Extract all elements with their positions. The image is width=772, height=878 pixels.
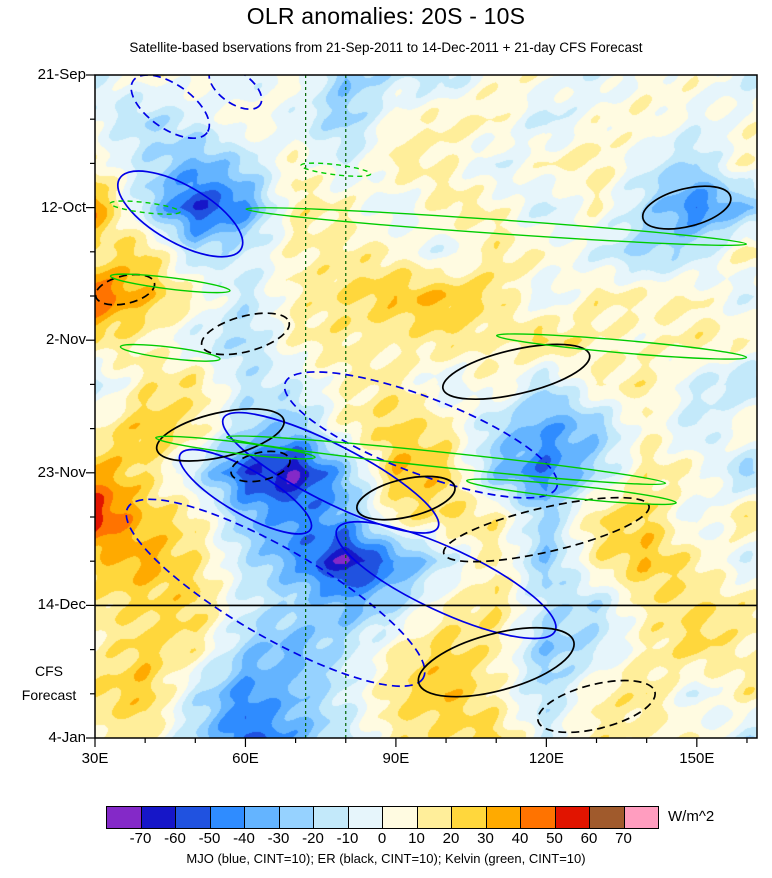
y-tick-label: 2-Nov [45,331,86,349]
colorbar-cell [452,807,487,828]
colorbar-cell [417,807,452,828]
x-tick-label: 60E [232,750,259,767]
colorbar-cell [521,807,556,828]
colorbar-tick-label: 20 [442,830,460,847]
colorbar [106,806,659,829]
x-tick-label: 150E [679,750,715,767]
colorbar-tick-label: -60 [164,830,186,847]
chart-title: OLR anomalies: 20S - 10S [246,3,526,29]
colorbar-cell [141,807,176,828]
colorbar-cell [624,807,658,828]
forecast-axis-label: CFS Forecast [21,663,77,703]
colorbar-cell [279,807,314,828]
colorbar-cell [245,807,280,828]
y-tick-label: 23-Nov [37,463,86,481]
colorbar-tick-label: -50 [198,830,221,847]
colorbar-tick-label: 40 [511,830,529,847]
colorbar-cell [590,807,625,828]
colorbar-tick-label: 30 [477,830,494,847]
x-tick-label: 90E [382,750,410,767]
colorbar-tick-label: -10 [336,830,359,847]
colorbar-cell [107,807,142,828]
x-tick-label: 120E [528,750,564,767]
chart-subtitle: Satellite-based bservations from 21-Sep-… [129,40,643,55]
colorbar-tick-label: -40 [233,830,255,847]
heatmap-canvas [95,75,757,738]
colorbar-tick-label: 0 [377,830,387,847]
colorbar-cell [486,807,521,828]
colorbar-unit: W/m^2 [668,808,715,825]
x-tick-label: 30E [81,750,109,767]
colorbar-tick-label: -70 [129,830,152,847]
colorbar-tick-label: 10 [408,830,425,847]
y-tick-label: 4-Jan [48,729,86,746]
colorbar-tick-label: -20 [302,830,324,847]
colorbar-tick-label: 50 [546,830,563,847]
legend-caption: MJO (blue, CINT=10); ER (black, CINT=10)… [186,851,586,866]
colorbar-cell [383,807,418,828]
colorbar-tick-label: 70 [615,830,632,847]
colorbar-cell [348,807,383,828]
colorbar-cell [555,807,590,828]
colorbar-cell [314,807,349,828]
colorbar-cell [210,807,245,828]
colorbar-cell [176,807,211,828]
y-tick-label: 21-Sep [37,66,86,83]
colorbar-tick-label: -30 [267,830,290,847]
y-tick-label: 12-Oct [40,198,86,216]
y-tick-label: 14-Dec [37,596,86,614]
colorbar-tick-label: 60 [580,830,598,847]
